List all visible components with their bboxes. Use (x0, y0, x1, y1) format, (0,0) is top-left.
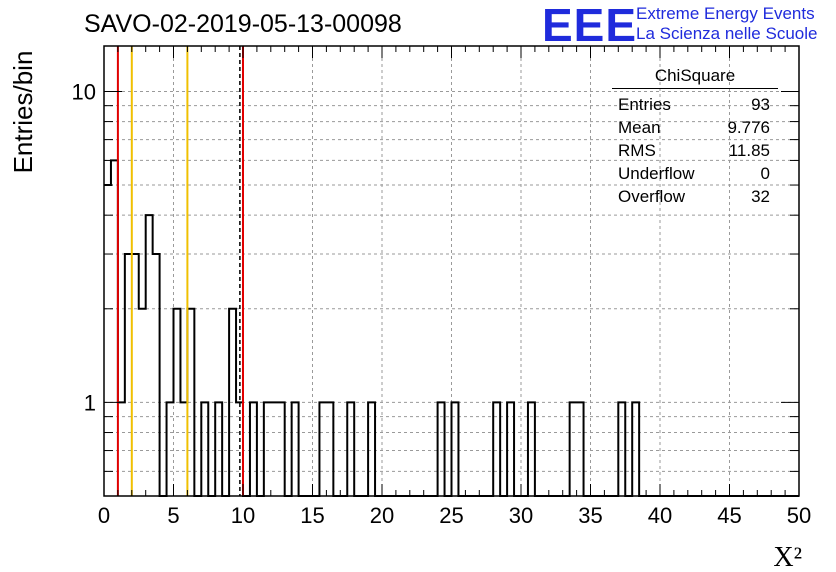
stats-label: Entries (618, 95, 671, 114)
x-tick-label: 10 (231, 503, 255, 528)
logo-line-2: La Scienza nelle Scuole (636, 24, 818, 43)
stats-label: Mean (618, 118, 661, 137)
y-tick-label: 1 (84, 390, 96, 415)
run-title: SAVO-02-2019-05-13-00098 (84, 10, 402, 38)
stats-value: 93 (751, 95, 770, 114)
stats-row-entries: Entries 93 (612, 93, 778, 116)
x-tick-label: 40 (648, 503, 672, 528)
x-tick-label: 25 (439, 503, 463, 528)
eee-logo: EEE (542, 0, 638, 51)
x-tick-label: 45 (717, 503, 741, 528)
logo-line-1: Extreme Energy Events (636, 4, 815, 23)
x-tick-label: 0 (98, 503, 110, 528)
x-tick-label: 20 (370, 503, 394, 528)
x-tick-label: 50 (787, 503, 811, 528)
x-tick-label: 30 (509, 503, 533, 528)
x-tick-label: 35 (578, 503, 602, 528)
stats-value: 32 (751, 187, 770, 206)
stats-row-underflow: Underflow 0 (612, 162, 778, 185)
x-axis-label: X² (773, 542, 802, 572)
stats-value: 9.776 (727, 118, 770, 137)
y-tick-label: 10 (72, 79, 96, 104)
stats-label: Underflow (618, 164, 695, 183)
stats-row-rms: RMS 11.85 (612, 139, 778, 162)
stats-title: ChiSquare (612, 66, 778, 89)
stats-label: RMS (618, 141, 656, 160)
x-tick-label: 15 (300, 503, 324, 528)
stats-value: 11.85 (728, 141, 770, 160)
x-tick-label: 5 (167, 503, 179, 528)
stats-box: ChiSquare Entries 93 Mean 9.776 RMS 11.8… (612, 66, 778, 208)
stats-row-mean: Mean 9.776 (612, 116, 778, 139)
stats-label: Overflow (618, 187, 686, 206)
stats-value: 0 (760, 164, 770, 183)
stats-row-overflow: Overflow 32 (612, 185, 778, 208)
y-axis-label: Entries/bin (8, 51, 38, 174)
